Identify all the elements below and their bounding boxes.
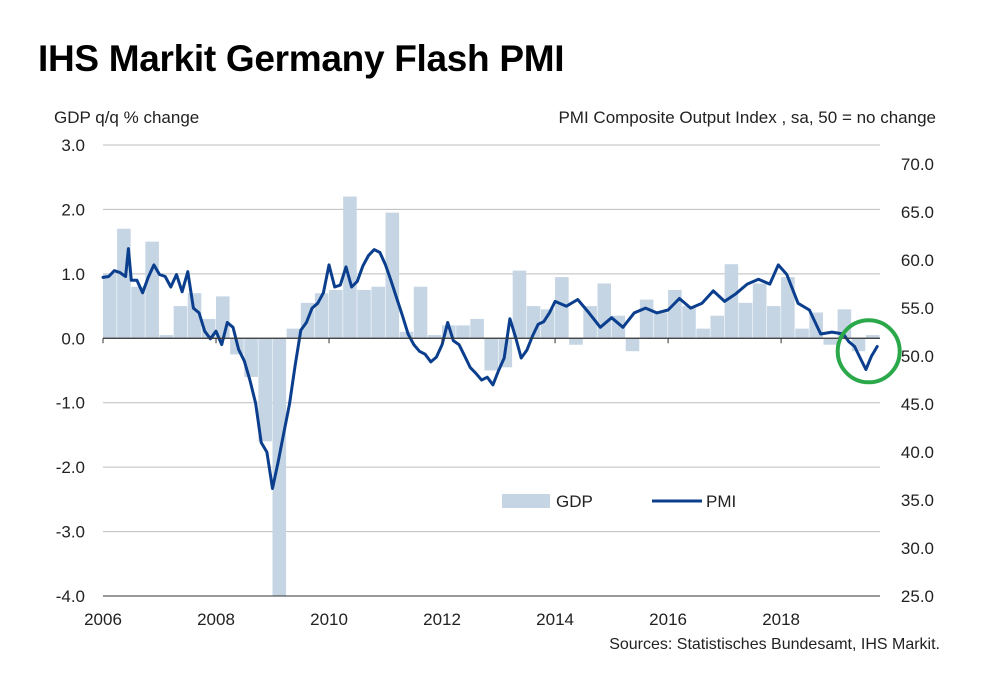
right-tick-label: 40.0	[901, 443, 934, 462]
gdp-bar	[668, 289, 682, 339]
left-tick-label: -1.0	[56, 394, 85, 413]
left-axis-title: GDP q/q % change	[54, 108, 200, 127]
gdp-bar	[173, 306, 188, 339]
gdp-bar	[696, 328, 710, 339]
source-note: Sources: Statistisches Bundesamt, IHS Ma…	[609, 636, 940, 653]
legend-swatch-gdp	[502, 494, 550, 508]
gdp-bar	[329, 289, 343, 339]
gdp-bar	[823, 338, 838, 345]
x-tick-label: 2016	[649, 610, 687, 629]
right-axis-title: PMI Composite Output Index , sa, 50 = no…	[558, 108, 936, 127]
left-tick-label: 2.0	[61, 200, 85, 219]
left-tick-label: -2.0	[56, 458, 85, 477]
gdp-bar	[456, 325, 470, 339]
right-tick-label: 25.0	[901, 587, 934, 606]
left-tick-label: -3.0	[56, 523, 85, 542]
gdp-bar	[343, 196, 357, 339]
gdp-bar	[399, 331, 414, 339]
gdp-bar	[357, 289, 371, 339]
gdp-bar	[385, 212, 400, 339]
left-tick-label: 0.0	[61, 329, 85, 348]
chart-title: IHS Markit Germany Flash PMI	[38, 38, 565, 79]
gdp-bar	[371, 286, 385, 339]
gdp-bars	[103, 196, 880, 596]
gdp-bar	[555, 277, 569, 339]
gdp-bar	[738, 302, 753, 339]
gdp-bar	[187, 293, 202, 339]
gdp-bar	[272, 338, 287, 596]
gdp-bar	[724, 264, 739, 339]
gdp-bar	[682, 306, 696, 339]
gdp-bar	[484, 338, 498, 371]
gdp-bar	[216, 296, 230, 339]
gdp-bar	[526, 306, 541, 339]
pmi-line	[101, 247, 879, 490]
gdp-bar	[470, 318, 484, 339]
gdp-bar	[710, 315, 725, 339]
gdp-bar	[752, 283, 767, 339]
right-tick-label: 45.0	[901, 395, 934, 414]
x-tick-label: 2012	[423, 610, 461, 629]
x-tick-label: 2014	[536, 610, 574, 629]
gdp-bar	[117, 228, 131, 339]
gdp-bar	[766, 306, 781, 339]
gdp-bar	[865, 335, 880, 339]
gdp-bar	[625, 338, 640, 352]
gdp-bar	[639, 299, 654, 339]
gdp-bar	[103, 273, 117, 339]
gdp-bar	[512, 270, 527, 339]
gdp-bar	[597, 283, 612, 339]
gdp-bar	[653, 312, 668, 339]
right-tick-label: 50.0	[901, 347, 934, 366]
legend: GDP PMI	[502, 492, 736, 511]
gdp-bar	[145, 241, 159, 339]
gdp-bar	[569, 338, 583, 345]
gdp-bar	[159, 335, 174, 339]
left-tick-label: 3.0	[61, 136, 85, 155]
right-tick-label: 35.0	[901, 491, 934, 510]
x-tick-label: 2018	[762, 610, 800, 629]
right-tick-label: 60.0	[901, 251, 934, 270]
highlight-circle	[835, 318, 902, 385]
x-tick-label: 2006	[84, 610, 122, 629]
legend-label-gdp: GDP	[556, 492, 593, 511]
gdp-bar	[781, 277, 795, 339]
gdp-bar	[540, 309, 555, 339]
gdp-bar	[314, 293, 329, 339]
legend-label-pmi: PMI	[706, 492, 736, 511]
gdp-bar	[427, 335, 442, 339]
x-axis-ticks: 2006 2008 2010 2012 2014 2016 2018	[84, 338, 800, 629]
right-tick-label: 30.0	[901, 539, 934, 558]
x-axis	[103, 337, 880, 597]
right-tick-label: 55.0	[901, 299, 934, 318]
right-tick-label: 70.0	[901, 155, 934, 174]
gdp-bar	[258, 338, 272, 442]
gdp-bar	[583, 306, 597, 339]
gdp-bar	[286, 328, 301, 339]
left-tick-label: 1.0	[61, 265, 85, 284]
gdp-bar	[413, 286, 428, 339]
x-tick-label: 2008	[197, 610, 235, 629]
right-tick-label: 65.0	[901, 203, 934, 222]
gdp-bar	[795, 328, 809, 339]
left-tick-label: -4.0	[56, 587, 85, 606]
left-axis-ticks: 3.0 2.0 1.0 0.0 -1.0 -2.0 -3.0 -4.0	[56, 136, 85, 606]
gdp-bar	[131, 286, 145, 339]
x-tick-label: 2010	[310, 610, 348, 629]
right-axis-ticks: 70.0 65.0 60.0 55.0 50.0 45.0 40.0 35.0 30.0 25.0	[901, 155, 934, 606]
